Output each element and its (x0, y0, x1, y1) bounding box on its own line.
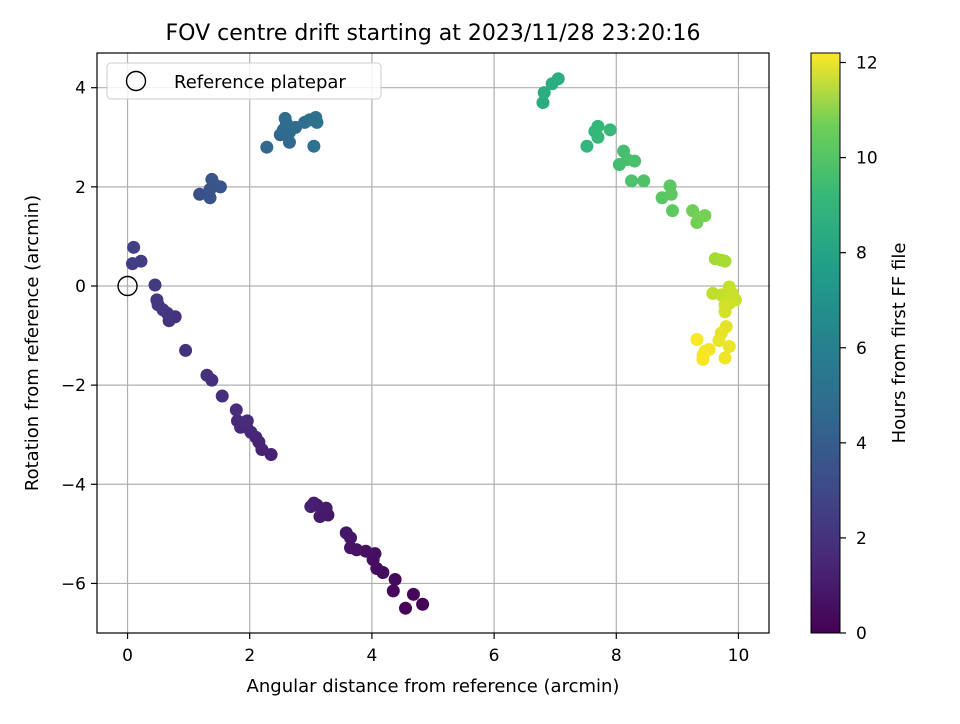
data-point (722, 339, 736, 353)
data-points (125, 72, 742, 615)
x-axis-label: Angular distance from reference (arcmin) (247, 676, 620, 697)
data-point (536, 96, 550, 110)
colorbar-tick-label: 12 (856, 54, 878, 74)
data-point (307, 139, 321, 153)
data-point (637, 174, 651, 188)
legend-box (106, 62, 382, 100)
legend-entry-reference: Reference platepar (174, 72, 346, 93)
y-tick-label: 2 (75, 178, 86, 198)
data-point (150, 293, 164, 307)
data-point (664, 187, 678, 201)
y-tick-label: −2 (61, 376, 86, 396)
data-point (310, 115, 324, 129)
colorbar-tick-label: 10 (856, 149, 878, 169)
legend: Reference platepar (106, 62, 382, 100)
data-point (339, 526, 353, 540)
y-tick-label: 0 (75, 277, 86, 297)
colorbar-ticks: 0 2 4 6 8 10 12 (840, 54, 878, 644)
x-tick-label: 0 (122, 646, 133, 666)
data-point (625, 174, 639, 188)
data-point (260, 140, 274, 154)
data-point (690, 333, 704, 347)
data-point (537, 86, 551, 100)
data-point (718, 254, 732, 268)
colorbar-tick-label: 4 (856, 434, 867, 454)
data-point (229, 403, 243, 417)
colorbar (810, 52, 841, 634)
plot-area-frame (96, 52, 770, 634)
data-point (406, 587, 420, 601)
data-point (580, 139, 594, 153)
y-tick-label: −4 (61, 475, 86, 495)
data-point (215, 389, 229, 403)
data-point (388, 572, 402, 586)
colorbar-tick-label: 2 (856, 529, 867, 549)
data-point (718, 305, 732, 319)
data-point (696, 352, 710, 366)
data-point (591, 130, 605, 144)
y-tick-label: 4 (75, 79, 86, 99)
data-point (698, 209, 712, 223)
data-point (399, 601, 413, 615)
y-axis-label: Rotation from reference (arcmin) (22, 195, 43, 491)
data-point (213, 180, 227, 194)
chart-title: FOV centre drift starting at 2023/11/28 … (166, 21, 701, 46)
x-tick-label: 4 (366, 646, 377, 666)
data-point (278, 111, 292, 125)
data-point (665, 204, 679, 218)
data-point (344, 541, 358, 555)
data-point (200, 368, 214, 382)
data-point (127, 240, 141, 254)
data-point (603, 123, 617, 137)
data-point (416, 597, 430, 611)
colorbar-tick-label: 0 (856, 624, 867, 644)
legend-marker-icon (125, 70, 147, 92)
data-point (193, 187, 207, 201)
data-point (718, 351, 732, 365)
data-point (125, 257, 139, 271)
data-point (240, 414, 254, 428)
data-point (179, 343, 193, 357)
x-axis-ticks: 0 2 4 6 8 10 (122, 633, 749, 666)
x-tick-label: 10 (728, 646, 750, 666)
y-axis-ticks: −6 −4 −2 0 2 4 (61, 79, 97, 594)
data-point (386, 584, 400, 598)
data-point (628, 154, 642, 168)
colorbar-tick-label: 8 (856, 244, 867, 264)
grid-lines (97, 53, 769, 633)
data-point (205, 172, 219, 186)
data-point (304, 500, 318, 514)
data-point (282, 135, 296, 149)
data-point (231, 414, 245, 428)
reference-marker (117, 275, 138, 297)
colorbar-tick-label: 6 (856, 339, 867, 359)
x-tick-label: 6 (489, 646, 500, 666)
reference-point (117, 275, 138, 297)
x-tick-label: 2 (244, 646, 255, 666)
colorbar-label: Hours from first FF file (889, 243, 910, 444)
y-tick-label: −6 (61, 574, 86, 594)
x-tick-label: 8 (611, 646, 622, 666)
data-point (591, 119, 605, 133)
data-point (148, 278, 162, 292)
data-point (551, 72, 565, 86)
data-point (712, 334, 726, 348)
